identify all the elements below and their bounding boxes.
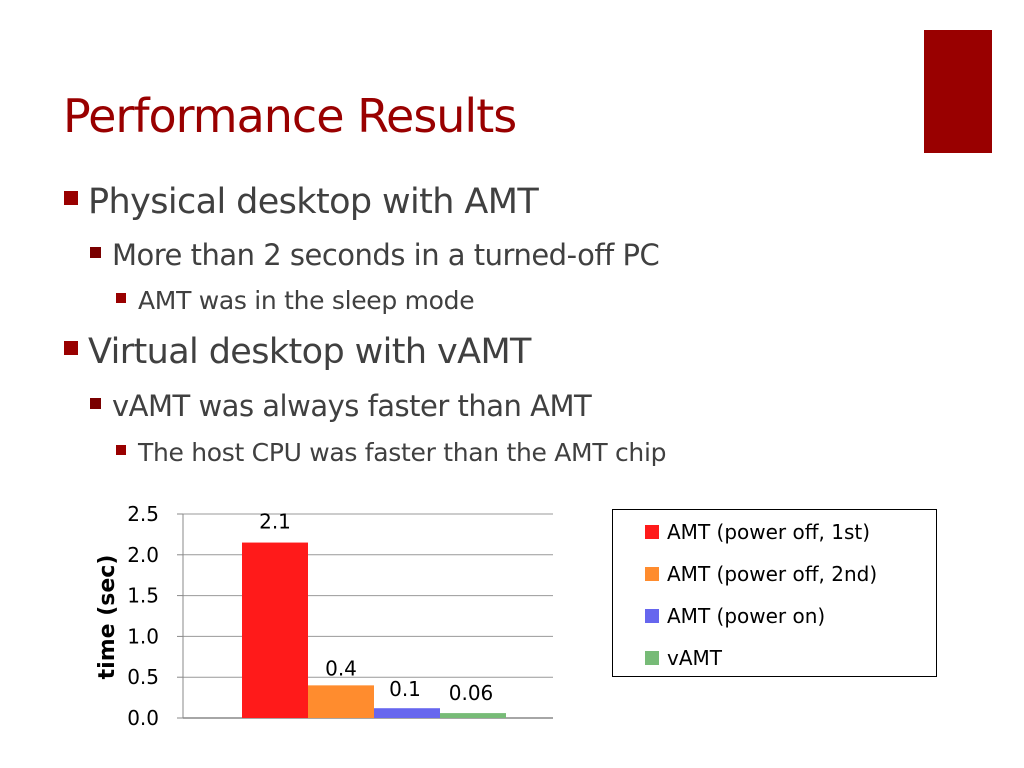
y-tick-label: 2.0 <box>127 543 159 567</box>
bullet-square-icon <box>116 445 126 455</box>
y-tick-label: 1.5 <box>127 584 159 608</box>
chart-data-labels: 2.1 0.4 0.1 0.06 <box>259 510 493 705</box>
bullet-6: The host CPU was faster than the AMT chi… <box>116 438 666 467</box>
bullet-text: vAMT was always faster than AMT <box>112 389 592 423</box>
bullet-3: AMT was in the sleep mode <box>116 286 475 315</box>
bullet-square-icon <box>90 397 101 409</box>
legend-swatch <box>645 567 659 581</box>
bullet-2: More than 2 seconds in a turned-off PC <box>90 238 660 272</box>
legend-item-vamt: vAMT <box>645 646 722 670</box>
bar-0 <box>242 542 308 718</box>
bullet-square-icon <box>64 341 78 355</box>
legend-swatch <box>645 651 659 665</box>
chart-bars <box>242 542 506 718</box>
slide-title: Performance Results <box>63 89 517 143</box>
bar-data-label: 2.1 <box>259 510 291 534</box>
legend-item-amt-power-on: AMT (power on) <box>645 604 825 628</box>
bullet-text: AMT was in the sleep mode <box>138 286 475 315</box>
legend-item-amt-power-off-2nd: AMT (power off, 2nd) <box>645 562 877 586</box>
bar-2 <box>374 708 440 718</box>
accent-block <box>924 30 992 153</box>
legend-swatch <box>645 525 659 539</box>
bullet-square-icon <box>116 293 126 303</box>
y-tick-label: 2.5 <box>127 502 159 526</box>
legend-swatch <box>645 609 659 623</box>
chart-legend: AMT (power off, 1st) AMT (power off, 2nd… <box>612 509 937 677</box>
bullet-1: Physical desktop with AMT <box>64 182 539 222</box>
bullet-text: Physical desktop with AMT <box>88 182 539 222</box>
y-tick-label: 1.0 <box>127 624 159 648</box>
bullet-text: More than 2 seconds in a turned-off PC <box>112 238 660 272</box>
bar-data-label: 0.06 <box>449 681 494 705</box>
legend-label: AMT (power off, 1st) <box>667 520 871 544</box>
bullet-5: vAMT was always faster than AMT <box>90 389 592 423</box>
bar-3 <box>440 713 506 718</box>
bullet-text: The host CPU was faster than the AMT chi… <box>138 438 667 467</box>
bullet-square-icon <box>64 191 78 205</box>
legend-label: vAMT <box>667 646 722 670</box>
legend-label: AMT (power on) <box>667 604 826 628</box>
legend-item-amt-power-off-1st: AMT (power off, 1st) <box>645 520 870 544</box>
y-axis-title: time (sec) <box>95 555 120 680</box>
y-tick-label: 0.0 <box>127 706 159 730</box>
bullet-text: Virtual desktop with vAMT <box>88 332 531 372</box>
bar-data-label: 0.1 <box>389 677 421 701</box>
bullet-square-icon <box>90 246 101 258</box>
y-axis-ticks: 0.0 0.5 1.0 1.5 2.0 2.5 <box>127 502 159 730</box>
legend-label: AMT (power off, 2nd) <box>667 562 878 586</box>
bar-1 <box>308 685 374 718</box>
bullet-4: Virtual desktop with vAMT <box>64 332 531 372</box>
bar-data-label: 0.4 <box>325 656 357 680</box>
y-tick-label: 0.5 <box>127 665 159 689</box>
